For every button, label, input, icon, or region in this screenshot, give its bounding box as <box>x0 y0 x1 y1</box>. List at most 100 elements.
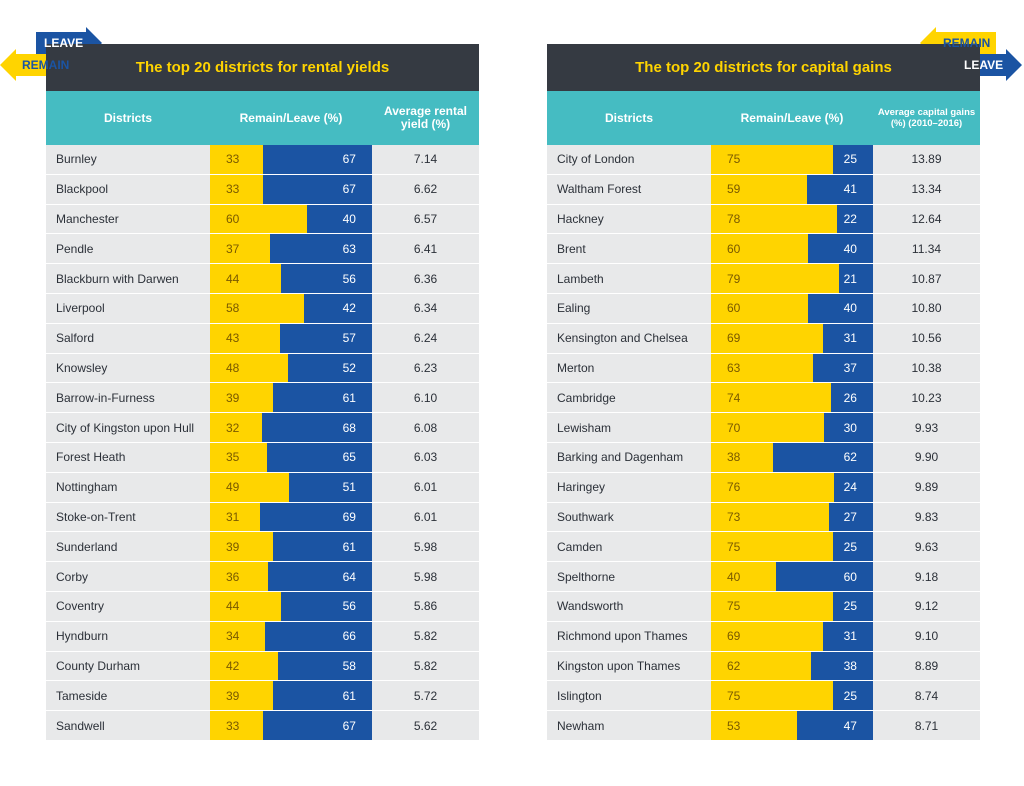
remain-leave-bar: 32 68 <box>210 413 372 442</box>
remain-leave-bar: 60 40 <box>210 204 372 234</box>
table-title: The top 20 districts for capital gains <box>547 44 980 91</box>
district-name: Hyndburn <box>56 629 109 644</box>
district-name: Burnley <box>56 152 97 167</box>
district-name: Nottingham <box>56 480 118 495</box>
leave-bar-segment: 51 <box>289 472 372 502</box>
remain-leave-bar: 39 61 <box>210 532 372 562</box>
remain-leave-bar: 62 38 <box>711 651 873 681</box>
table-body: City of London 75 25 13.89 Waltham Forest 59 4… <box>547 145 980 741</box>
remain-leave-bar: 39 61 <box>210 681 372 711</box>
remain-leave-bar: 60 40 <box>711 293 873 323</box>
remain-bar-segment: 60 <box>711 234 809 264</box>
district-name: Corby <box>56 569 89 584</box>
leave-bar-segment: 62 <box>772 442 873 472</box>
district-name: Wandsworth <box>557 599 624 614</box>
leave-bar-segment: 30 <box>824 413 873 442</box>
remain-bar-segment: 39 <box>210 681 274 711</box>
district-name: Brent <box>557 241 586 256</box>
remain-bar-segment: 79 <box>711 264 839 293</box>
value-cell: 6.36 <box>413 271 438 286</box>
rental-yields-table: The top 20 districts for rental yields D… <box>46 44 479 741</box>
leave-bar-segment: 67 <box>263 145 372 174</box>
value-cell: 6.10 <box>413 390 438 405</box>
value-cell: 9.63 <box>914 539 939 554</box>
table-row: Sunderland 39 61 5.98 <box>46 532 479 563</box>
leave-bar-segment: 25 <box>832 681 873 711</box>
district-name: Blackburn with Darwen <box>56 271 179 286</box>
leave-bar-segment: 31 <box>822 621 873 651</box>
remain-leave-bar: 74 26 <box>711 383 873 413</box>
table-row: Knowsley 48 52 6.23 <box>46 353 479 384</box>
district-name: Sandwell <box>56 718 105 733</box>
remain-bar-segment: 32 <box>210 413 262 442</box>
leave-bar-segment: 40 <box>808 234 873 264</box>
district-name: Ealing <box>557 301 591 316</box>
table-row: Liverpool 58 42 6.34 <box>46 293 479 324</box>
remain-bar-segment: 37 <box>210 234 270 264</box>
value-cell: 6.34 <box>413 301 438 316</box>
remain-leave-bar: 75 25 <box>711 681 873 711</box>
leave-bar-segment: 63 <box>269 234 372 264</box>
remain-bar-segment: 40 <box>711 562 776 591</box>
leave-bar-segment: 25 <box>832 145 873 174</box>
value-cell: 6.41 <box>413 241 438 256</box>
district-name: Manchester <box>56 211 119 226</box>
value-cell: 13.34 <box>911 182 942 197</box>
leave-bar-segment: 40 <box>808 293 873 323</box>
remain-leave-bar: 60 40 <box>711 234 873 264</box>
column-header-remain-leave: Remain/Leave (%) <box>239 110 343 125</box>
remain-bar-segment: 39 <box>210 532 274 562</box>
value-cell: 6.57 <box>413 211 438 226</box>
district-name: Kingston upon Thames <box>557 658 681 673</box>
table-row: Blackburn with Darwen 44 56 6.36 <box>46 264 479 294</box>
district-name: Waltham Forest <box>557 182 642 197</box>
remain-bar-segment: 42 <box>210 651 279 681</box>
table-row: Cambridge 74 26 10.23 <box>547 383 980 414</box>
remain-leave-bar: 37 63 <box>210 234 372 264</box>
value-cell: 9.18 <box>914 569 939 584</box>
leave-bar-segment: 25 <box>832 532 873 562</box>
remain-leave-bar: 75 25 <box>711 145 873 174</box>
value-cell: 10.87 <box>911 271 942 286</box>
remain-leave-bar: 40 60 <box>711 562 873 591</box>
table-row: Haringey 76 24 9.89 <box>547 472 980 503</box>
leave-bar-segment: 24 <box>834 472 873 502</box>
leave-bar-segment: 42 <box>303 293 372 323</box>
remain-bar-segment: 69 <box>711 621 823 651</box>
remain-arrow-label: REMAIN <box>943 36 991 50</box>
remain-bar-segment: 33 <box>210 145 264 174</box>
leave-bar-segment: 58 <box>278 651 372 681</box>
value-cell: 5.82 <box>413 658 438 673</box>
remain-bar-segment: 36 <box>210 562 269 591</box>
remain-bar-segment: 34 <box>210 621 266 651</box>
remain-leave-bar: 75 25 <box>711 591 873 621</box>
remain-leave-bar: 78 22 <box>711 204 873 234</box>
value-cell: 6.01 <box>413 480 438 495</box>
remain-bar-segment: 44 <box>210 591 282 621</box>
table-row: County Durham 42 58 5.82 <box>46 651 479 682</box>
table-row: Tameside 39 61 5.72 <box>46 681 479 712</box>
value-cell: 5.72 <box>413 688 438 703</box>
leave-bar-segment: 61 <box>273 383 372 413</box>
remain-bar-segment: 74 <box>711 383 831 413</box>
leave-bar-segment: 37 <box>813 353 873 383</box>
leave-arrow-label: LEAVE <box>44 36 84 50</box>
table-row: Kingston upon Thames 62 38 8.89 <box>547 651 980 682</box>
table-header: Districts Remain/Leave (%) Average renta… <box>46 91 479 145</box>
remain-leave-bar: 69 31 <box>711 323 873 353</box>
remain-bar-segment: 76 <box>711 472 835 502</box>
remain-leave-bar: 39 61 <box>210 383 372 413</box>
value-cell: 12.64 <box>911 211 942 226</box>
district-name: City of London <box>557 152 635 167</box>
table-row: Kensington and Chelsea 69 31 10.56 <box>547 323 980 354</box>
remain-bar-segment: 59 <box>711 174 807 204</box>
value-cell: 10.80 <box>911 301 942 316</box>
remain-leave-bar: 42 58 <box>210 651 372 681</box>
leave-bar-segment: 67 <box>263 711 372 740</box>
remain-bar-segment: 35 <box>210 442 267 472</box>
leave-arrow-label: LEAVE <box>964 58 1004 72</box>
remain-bar-segment: 70 <box>711 413 825 442</box>
remain-leave-bar: 53 47 <box>711 711 873 740</box>
table-body: Burnley 33 67 7.14 Blackpool 33 67 6.62 Manchest… <box>46 145 479 741</box>
leave-bar-segment: 60 <box>775 562 873 591</box>
